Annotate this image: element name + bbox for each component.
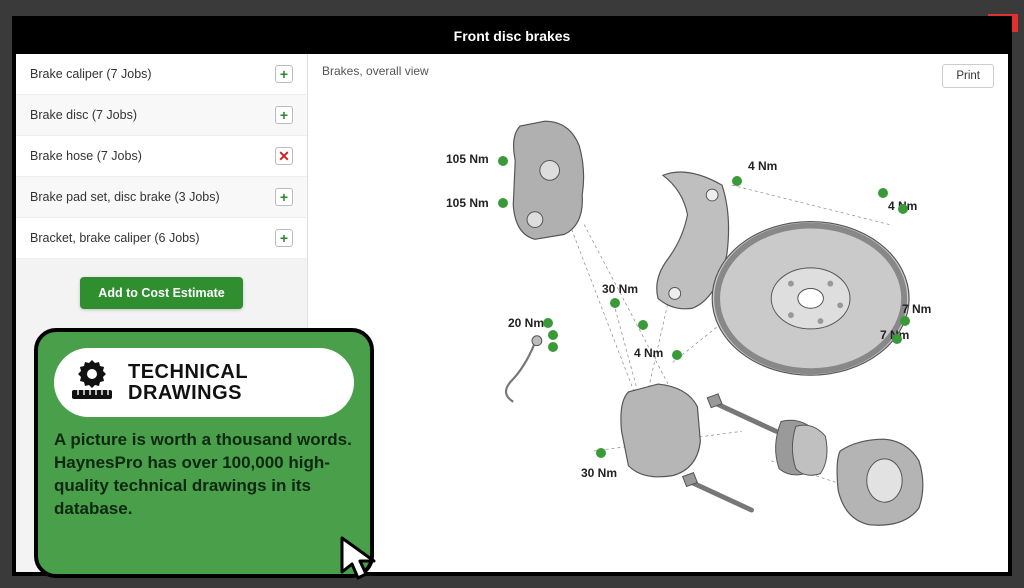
- job-label: Brake caliper (7 Jobs): [30, 67, 152, 81]
- exploded-view-svg: [338, 84, 978, 562]
- job-list: Brake caliper (7 Jobs) + Brake disc (7 J…: [16, 54, 307, 259]
- job-item-hose[interactable]: Brake hose (7 Jobs) ✕: [16, 136, 307, 177]
- plus-icon[interactable]: +: [275, 106, 293, 124]
- bolt-icon: [596, 448, 606, 458]
- gear-ruler-icon: [68, 358, 116, 407]
- plus-icon[interactable]: +: [275, 229, 293, 247]
- promo-body-text: A picture is worth a thousand words. Hay…: [54, 429, 354, 521]
- bolt-icon: [732, 176, 742, 186]
- job-item-caliper[interactable]: Brake caliper (7 Jobs) +: [16, 54, 307, 95]
- job-label: Brake disc (7 Jobs): [30, 108, 137, 122]
- add-to-cost-estimate-button[interactable]: Add to Cost Estimate: [80, 277, 242, 309]
- bolt-icon: [610, 298, 620, 308]
- bolt-icon: [548, 342, 558, 352]
- bolt-icon: [498, 198, 508, 208]
- x-icon[interactable]: ✕: [275, 147, 293, 165]
- torque-label: 105 Nm: [446, 152, 489, 166]
- torque-label: 30 Nm: [581, 466, 617, 480]
- view-label: Brakes, overall view: [322, 64, 994, 78]
- torque-label: 105 Nm: [446, 196, 489, 210]
- bolt-icon: [638, 320, 648, 330]
- torque-label: 4 Nm: [748, 159, 777, 173]
- job-item-bracket[interactable]: Bracket, brake caliper (6 Jobs) +: [16, 218, 307, 259]
- main-panel: Brakes, overall view Print: [308, 54, 1008, 572]
- torque-label: 20 Nm: [508, 316, 544, 330]
- bolt-icon: [672, 350, 682, 360]
- cursor-icon: [336, 534, 384, 582]
- promo-card: TECHNICAL DRAWINGS A picture is worth a …: [34, 328, 374, 578]
- job-label: Brake pad set, disc brake (3 Jobs): [30, 190, 220, 204]
- plus-icon[interactable]: +: [275, 65, 293, 83]
- bolt-icon: [898, 204, 908, 214]
- bolt-icon: [498, 156, 508, 166]
- bolt-icon: [878, 188, 888, 198]
- promo-title-line1: TECHNICAL: [128, 362, 248, 383]
- bolt-icon: [543, 318, 553, 328]
- bolt-icon: [892, 334, 902, 344]
- bolt-icon: [900, 316, 910, 326]
- promo-pill: TECHNICAL DRAWINGS: [54, 348, 354, 417]
- job-item-pad-set[interactable]: Brake pad set, disc brake (3 Jobs) +: [16, 177, 307, 218]
- bolt-icon: [548, 330, 558, 340]
- torque-label: 30 Nm: [602, 282, 638, 296]
- job-label: Brake hose (7 Jobs): [30, 149, 142, 163]
- job-item-disc[interactable]: Brake disc (7 Jobs) +: [16, 95, 307, 136]
- brake-diagram: 105 Nm105 Nm20 Nm30 Nm30 Nm4 Nm4 Nm4 Nm7…: [338, 84, 978, 562]
- promo-title: TECHNICAL DRAWINGS: [128, 362, 248, 404]
- promo-title-line2: DRAWINGS: [128, 383, 248, 404]
- job-label: Bracket, brake caliper (6 Jobs): [30, 231, 200, 245]
- torque-label: 4 Nm: [634, 346, 663, 360]
- torque-label: 7 Nm: [902, 302, 931, 316]
- plus-icon[interactable]: +: [275, 188, 293, 206]
- modal-title: Front disc brakes: [16, 20, 1008, 54]
